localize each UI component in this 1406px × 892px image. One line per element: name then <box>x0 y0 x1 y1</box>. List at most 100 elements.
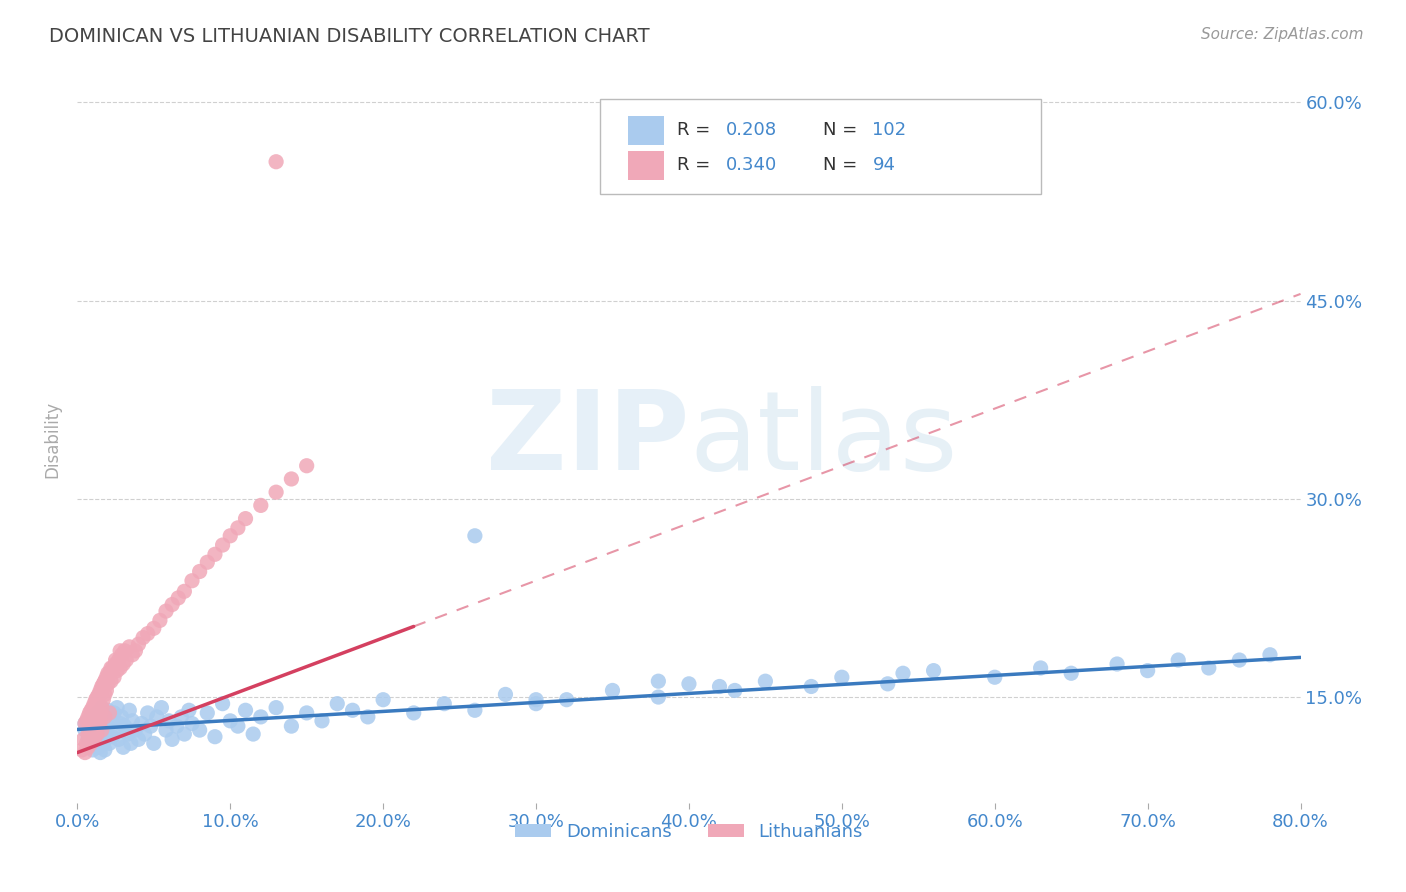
Point <box>83 710 105 724</box>
Point <box>82 719 104 733</box>
Point <box>103 706 125 720</box>
Text: 94: 94 <box>873 156 896 174</box>
Point <box>524 692 547 706</box>
Point <box>76 736 98 750</box>
Text: 0.340: 0.340 <box>725 156 778 174</box>
Point <box>80 703 103 717</box>
Point <box>90 723 112 737</box>
Point <box>264 485 287 500</box>
Point <box>402 706 425 720</box>
Point <box>724 683 747 698</box>
Point <box>555 692 578 706</box>
Point <box>464 529 486 543</box>
Point <box>121 648 143 662</box>
Point <box>91 723 114 737</box>
Point <box>1136 664 1159 678</box>
Point <box>91 692 114 706</box>
Point <box>97 666 120 681</box>
Point <box>647 690 669 704</box>
Point <box>464 703 486 717</box>
Point <box>1029 661 1052 675</box>
Point <box>211 697 233 711</box>
Point <box>160 732 183 747</box>
Point <box>709 680 731 694</box>
Point <box>90 680 112 694</box>
Point <box>112 657 135 671</box>
Point <box>100 674 122 689</box>
Point <box>173 727 195 741</box>
Point <box>104 657 127 671</box>
Point <box>89 683 111 698</box>
Point <box>800 680 823 694</box>
Point <box>157 714 180 728</box>
Point <box>111 710 134 724</box>
Point <box>72 732 94 747</box>
Point <box>91 680 114 694</box>
Point <box>87 710 110 724</box>
Point <box>86 719 108 733</box>
Point <box>82 732 104 747</box>
Point <box>142 736 165 750</box>
Point <box>73 716 96 731</box>
Text: atlas: atlas <box>689 386 957 492</box>
Point <box>114 719 136 733</box>
Point <box>97 670 120 684</box>
Point <box>91 677 114 691</box>
Point <box>111 648 134 662</box>
Point <box>136 626 159 640</box>
Point <box>77 740 100 755</box>
Point <box>211 538 233 552</box>
Point <box>219 714 242 728</box>
Point <box>105 664 128 678</box>
FancyBboxPatch shape <box>628 151 665 180</box>
Point <box>89 687 111 701</box>
Point <box>264 154 287 169</box>
Point <box>831 670 853 684</box>
Point <box>107 732 129 747</box>
Point <box>149 614 172 628</box>
Point <box>82 743 104 757</box>
Point <box>89 706 111 720</box>
Point <box>73 746 96 760</box>
Text: R =: R = <box>676 121 716 139</box>
Point <box>146 710 169 724</box>
Point <box>357 710 380 724</box>
Point <box>104 653 127 667</box>
Point <box>79 730 101 744</box>
Point <box>371 692 394 706</box>
Point <box>84 714 107 728</box>
Point <box>264 700 287 714</box>
Point <box>124 644 146 658</box>
Point <box>77 710 100 724</box>
Text: 0.208: 0.208 <box>725 121 776 139</box>
Point <box>89 746 111 760</box>
Point <box>295 706 318 720</box>
Point <box>173 584 195 599</box>
Point <box>86 706 108 720</box>
Point <box>87 692 110 706</box>
Point <box>678 677 700 691</box>
Point <box>100 661 122 675</box>
Point <box>177 703 200 717</box>
Point <box>87 723 110 737</box>
Point <box>250 710 273 724</box>
Point <box>118 640 141 654</box>
Point <box>107 653 129 667</box>
Point <box>80 723 103 737</box>
Point <box>342 703 364 717</box>
Point <box>101 661 124 675</box>
Point <box>82 714 104 728</box>
Point <box>80 710 103 724</box>
Point <box>87 687 110 701</box>
Point <box>82 700 104 714</box>
Point <box>97 703 120 717</box>
Point <box>70 743 93 757</box>
Point <box>876 677 898 691</box>
Point <box>86 730 108 744</box>
Point <box>1167 653 1189 667</box>
Point <box>1107 657 1129 671</box>
Point <box>204 547 226 561</box>
FancyBboxPatch shape <box>599 99 1042 194</box>
Point <box>84 692 107 706</box>
Point <box>166 719 188 733</box>
